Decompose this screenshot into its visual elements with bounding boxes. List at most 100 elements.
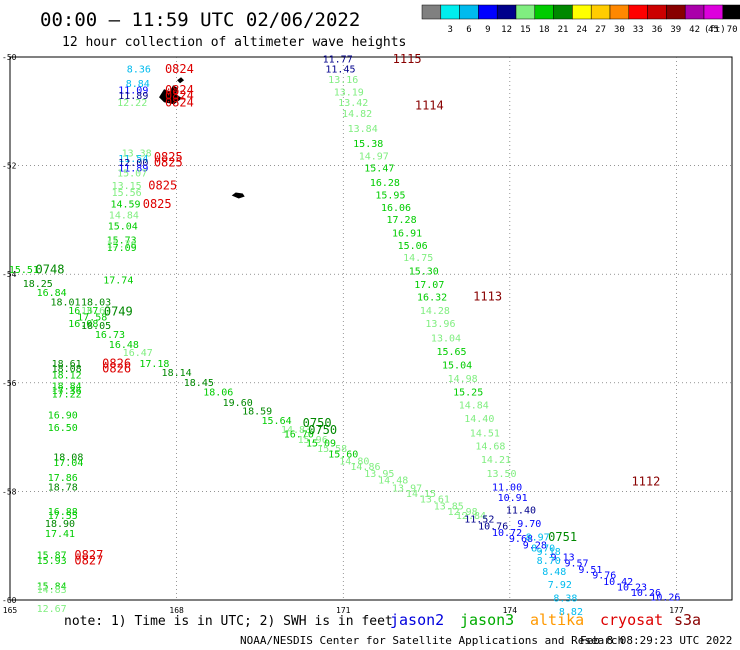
swh-value-label: 15.25 [453,388,483,399]
pass-time-label: 0824 [165,96,194,110]
swh-value-label: 16.32 [417,293,447,304]
pass-time-label: 0751 [548,530,577,544]
swh-value-label: 14.83 [281,425,311,436]
swh-value-label: 14.86 [350,462,380,473]
pass-time-label: 0824 [165,89,194,103]
colorbar-swatch [478,4,498,20]
swh-value-label: 11.00 [492,483,522,494]
swh-value-label: 15.60 [328,449,358,460]
colorbar-tick-label: 27 [595,25,606,35]
swh-value-label: 13.15 [112,181,142,192]
colorbar-swatch [628,4,648,20]
swh-value-label: 17.04 [53,458,83,469]
swh-value-label: 18.08 [52,364,82,375]
swh-value-label: 13.96 [425,319,455,330]
pass-time-label: 0750 [308,423,337,437]
pass-time-label: 0827 [74,553,103,567]
swh-value-label: 15.87 [37,550,67,561]
swh-value-label: 8.70 [537,556,561,567]
colorbar-swatch [553,4,573,20]
swh-value-label: 11.40 [506,505,536,516]
swh-value-label: 18.14 [162,368,192,379]
swh-value-label: 18.08 [53,453,83,464]
pass-time-label: 0824 [165,62,194,76]
swh-value-label: 14.51 [470,428,500,439]
colorbar-swatch [534,4,554,20]
swh-value-label: 16.37 [68,306,98,317]
swh-value-label: 13.42 [338,98,368,109]
pass-time-label: 0824 [165,83,194,97]
swh-value-label: 8.82 [559,607,583,618]
swh-value-label: 16.67 [81,306,111,317]
swh-value-label: 15.38 [353,139,383,150]
swh-value-label: 14.84 [459,401,489,412]
swh-value-label: 10.72 [492,528,522,539]
swh-value-label: 18.25 [23,279,53,290]
swh-value-label: 16.91 [392,228,422,239]
colorbar-tick-label: 36 [652,25,663,35]
colorbar-tick-label: 6 [466,25,471,35]
swh-value-label: 18.78 [48,483,78,494]
swh-value-label: 14.68 [475,441,505,452]
colorbar-tick-label: 33 [633,25,644,35]
swh-value-label: 15.93 [37,556,67,567]
swh-value-label: 10.23 [617,583,647,594]
swh-value-label: 17.41 [45,529,75,540]
swh-value-label: 9.70 [517,519,541,530]
swh-value-label: 15.04 [442,360,472,371]
swh-value-label: 12.84 [456,511,486,522]
swh-value-label: 13.38 [122,149,152,160]
colorbar-swatch [609,4,630,20]
swh-value-label: 8.36 [127,64,151,75]
colorbar-swatch [684,4,705,20]
swh-value-label: 11.77 [323,55,353,66]
swh-value-label: 8.97 [526,533,550,544]
swh-value-label: 16.48 [109,340,139,351]
swh-value-label: 9.18 [537,547,561,558]
colorbar-tick-label: 24 [576,25,587,35]
colorbar-swatch [459,4,479,20]
swh-value-label: 17.07 [414,280,444,291]
swh-value-label: 17.86 [48,473,78,484]
swh-value-label: 11.09 [118,86,148,97]
swh-value-label: 15.95 [375,190,405,201]
swh-value-label: 17.74 [103,276,133,287]
swh-value-label: 15.76 [107,239,137,250]
swh-value-label: 16.08 [68,319,98,330]
swh-value-label: 10.26 [650,592,680,603]
swh-value-label: 12.22 [117,98,147,109]
pass-time-label: 0749 [104,305,133,319]
swh-value-label: 13.95 [364,469,394,480]
time-labels: 0824082408240824082508250825082508260826… [36,52,661,567]
colorbar-tick-label: 18 [539,25,550,35]
x-tick-label: 177 [669,606,684,615]
colorbar-tick-label: 30 [614,25,625,35]
swh-value-label: 18.84 [52,382,82,393]
colorbar-tick-label: 12 [501,25,512,35]
colorbar-swatch [421,4,442,20]
swh-value-label: 11.89 [118,163,148,174]
colorbar-swatch [440,4,460,20]
legend-jason3: jason3 [460,611,514,629]
pass-time-label: 0825 [154,150,183,164]
island-small [231,192,245,199]
swh-value-label: 18.45 [184,378,214,389]
legend-altika: altika [530,611,584,629]
swh-value-label: 13.16 [328,75,358,86]
swh-value-label: 16.47 [123,348,153,359]
swh-value-label: 8.48 [542,567,566,578]
swh-value-label: 15.96 [298,435,328,446]
swh-value-label: 18.90 [45,519,75,530]
swh-value-label: 19.60 [223,398,253,409]
swh-value-label: 9.28 [523,541,547,552]
swh-value-label: 15.58 [317,444,347,455]
swh-value-label: 14.59 [110,200,140,211]
swh-value-label: 13.19 [334,87,364,98]
chart-subtitle: 12 hour collection of altimeter wave hei… [62,35,406,50]
swh-value-label: 16.73 [95,330,125,341]
footer-timestamp: Feb 8 08:29:23 UTC 2022 [580,634,732,647]
y-tick-label: -58 [2,487,17,496]
swh-value-label: 14.98 [448,374,478,385]
colorbar-swatch [515,4,536,20]
swh-value-label: 7.92 [548,580,572,591]
